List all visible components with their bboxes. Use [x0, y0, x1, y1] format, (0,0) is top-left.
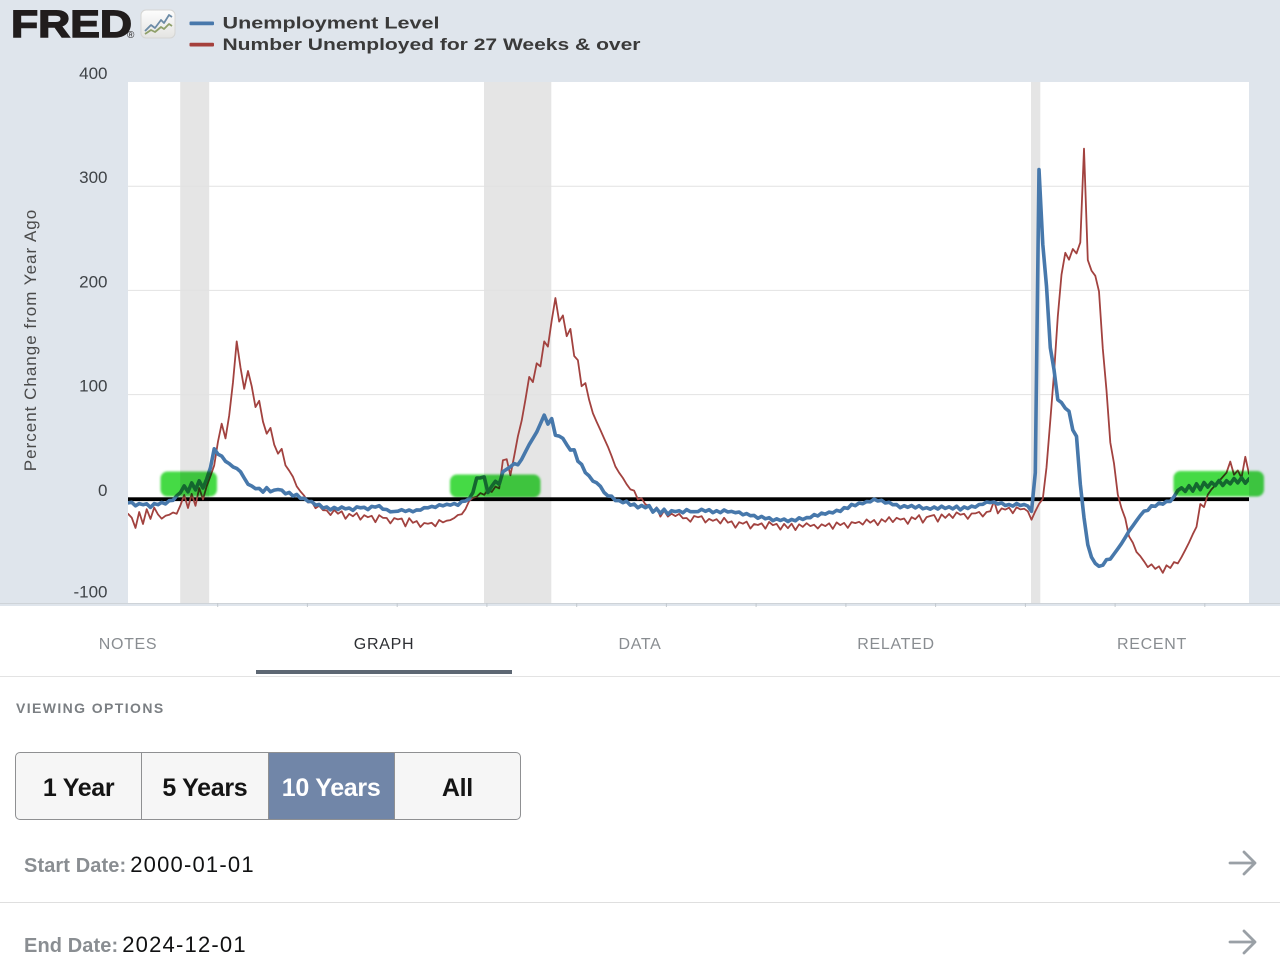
svg-text:0: 0 — [98, 481, 107, 500]
svg-text:Number Unemployed for 27 Weeks: Number Unemployed for 27 Weeks & over — [223, 36, 642, 54]
svg-text:200: 200 — [79, 272, 107, 291]
svg-text:Unemployment Level: Unemployment Level — [223, 14, 440, 32]
svg-text:®: ® — [127, 30, 135, 41]
svg-text:300: 300 — [79, 168, 107, 187]
svg-text:-100: -100 — [73, 583, 107, 602]
svg-text:400: 400 — [79, 64, 107, 83]
svg-text:FRED: FRED — [11, 3, 132, 45]
svg-text:100: 100 — [79, 377, 107, 396]
svg-text:Percent Change from Year Ago: Percent Change from Year Ago — [21, 209, 40, 471]
